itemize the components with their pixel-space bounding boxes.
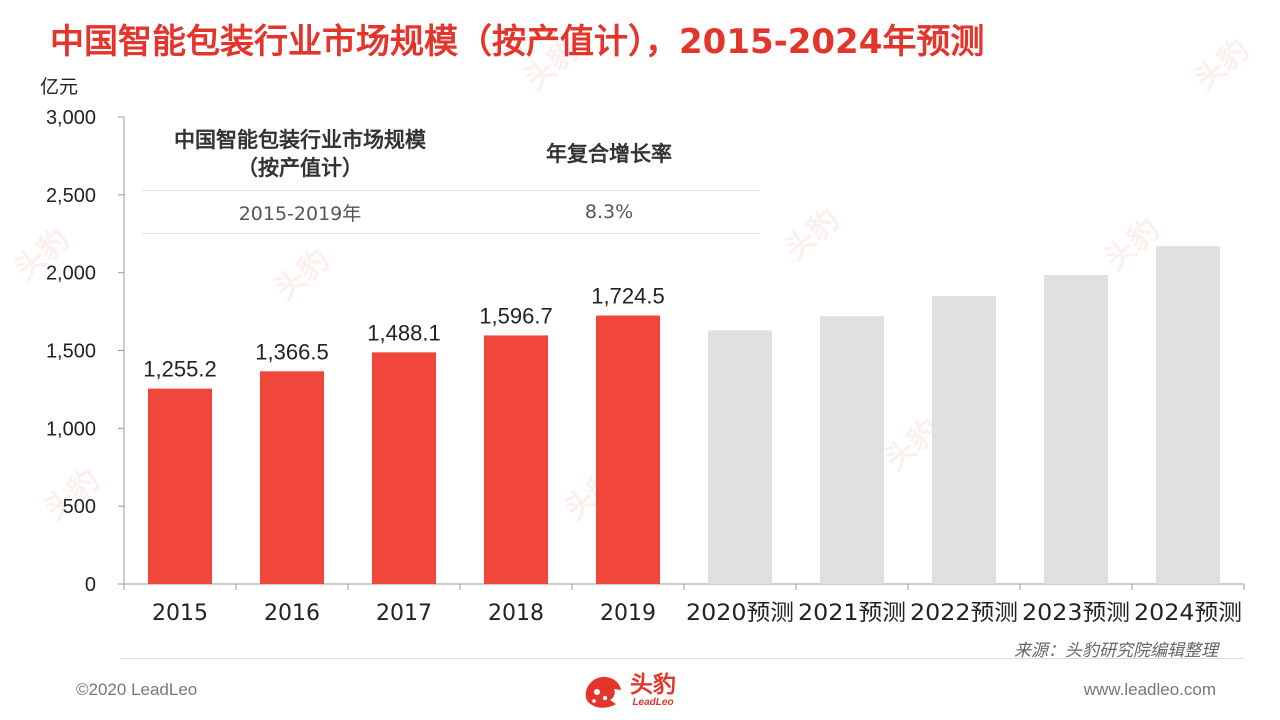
bar-forecast [708,330,772,584]
x-category-label: 2023预测 [1022,601,1130,626]
bar-actual [484,335,548,584]
inset-period: 2015-2019年 [238,202,362,225]
bar-actual [372,352,436,584]
bar-forecast [820,316,884,584]
x-category-label: 2016 [264,601,320,626]
leopard-head-icon [585,676,621,708]
y-tick-label: 500 [63,496,96,518]
inset-header-metric: 中国智能包装行业市场规模 （按产值计） [174,128,426,180]
copyright-text: ©2020 LeadLeo [76,680,198,699]
logo-text-cn: 头豹 [630,672,676,698]
y-tick-label: 1,000 [46,418,96,440]
bar-actual [148,388,212,584]
x-category-label: 2019 [600,601,656,626]
chart-title: 中国智能包装行业市场规模（按产值计），2015-2024年预测 [50,22,985,62]
x-category-label: 2015 [152,601,208,626]
y-tick-label: 3,000 [46,107,96,129]
bar-actual [596,315,660,584]
y-tick-label: 1,500 [46,341,96,363]
inset-rate: 8.3% [584,201,634,223]
y-tick-label: 0 [85,574,96,596]
logo-text-en: LeadLeo [632,697,674,708]
x-category-label: 2021预测 [798,601,906,626]
source-note: 来源：头豹研究院编辑整理 [1014,641,1218,661]
x-category-label: 2020预测 [686,601,794,626]
bar-forecast [1156,246,1220,584]
y-axis-unit-label: 亿元 [40,76,79,98]
inset-header-rate: 年复合增长率 [546,142,672,166]
bar-data-label: 1,724.5 [591,284,664,309]
bar-forecast [1044,275,1108,584]
inset-header-row: 中国智能包装行业市场规模 （按产值计） 年复合增长率 [142,118,760,191]
y-tick-label: 2,500 [46,185,96,207]
x-category-label: 2018 [488,601,544,626]
footer-divider [120,658,1244,659]
bar-data-label: 1,255.2 [143,357,216,382]
x-category-label: 2017 [376,601,432,626]
bar-actual [260,371,324,584]
website-link[interactable]: www.leadleo.com [1083,680,1216,699]
x-category-label: 2024预测 [1134,601,1242,626]
bar-forecast [932,296,996,584]
x-category-label: 2022预测 [910,601,1018,626]
y-tick-label: 2,000 [46,263,96,285]
leadleo-logo: 头豹 LeadLeo [580,668,676,714]
cagr-inset-table: 中国智能包装行业市场规模 （按产值计） 年复合增长率 2015-2019年 8.… [142,118,760,234]
bar-data-label: 1,596.7 [479,303,552,328]
inset-data-row: 2015-2019年 8.3% [142,191,760,234]
bar-data-label: 1,366.5 [255,339,328,364]
bar-data-label: 1,488.1 [367,320,440,345]
